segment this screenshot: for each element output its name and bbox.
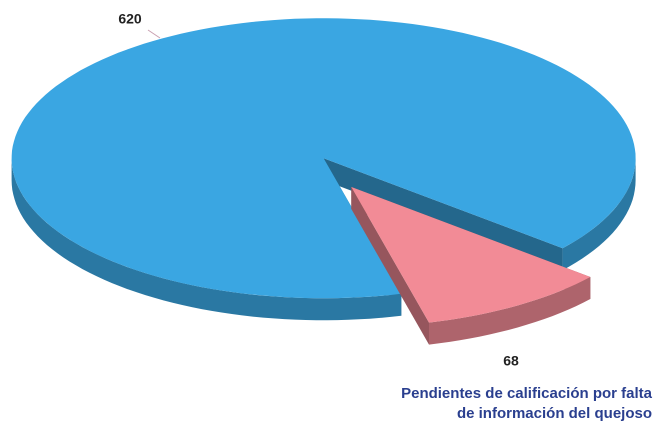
slice-side: [429, 277, 591, 345]
value-label: 620: [118, 11, 142, 27]
category-label: Pendientes de calificación por falta de …: [401, 385, 652, 422]
leader-line: [147, 29, 161, 39]
slice-wall: [351, 186, 430, 345]
slice-side: [11, 158, 402, 321]
slice-wall: [323, 158, 563, 271]
slice: [351, 186, 591, 323]
slice: [11, 18, 636, 299]
slice-side: [562, 158, 636, 271]
value-label: 68: [503, 353, 519, 369]
